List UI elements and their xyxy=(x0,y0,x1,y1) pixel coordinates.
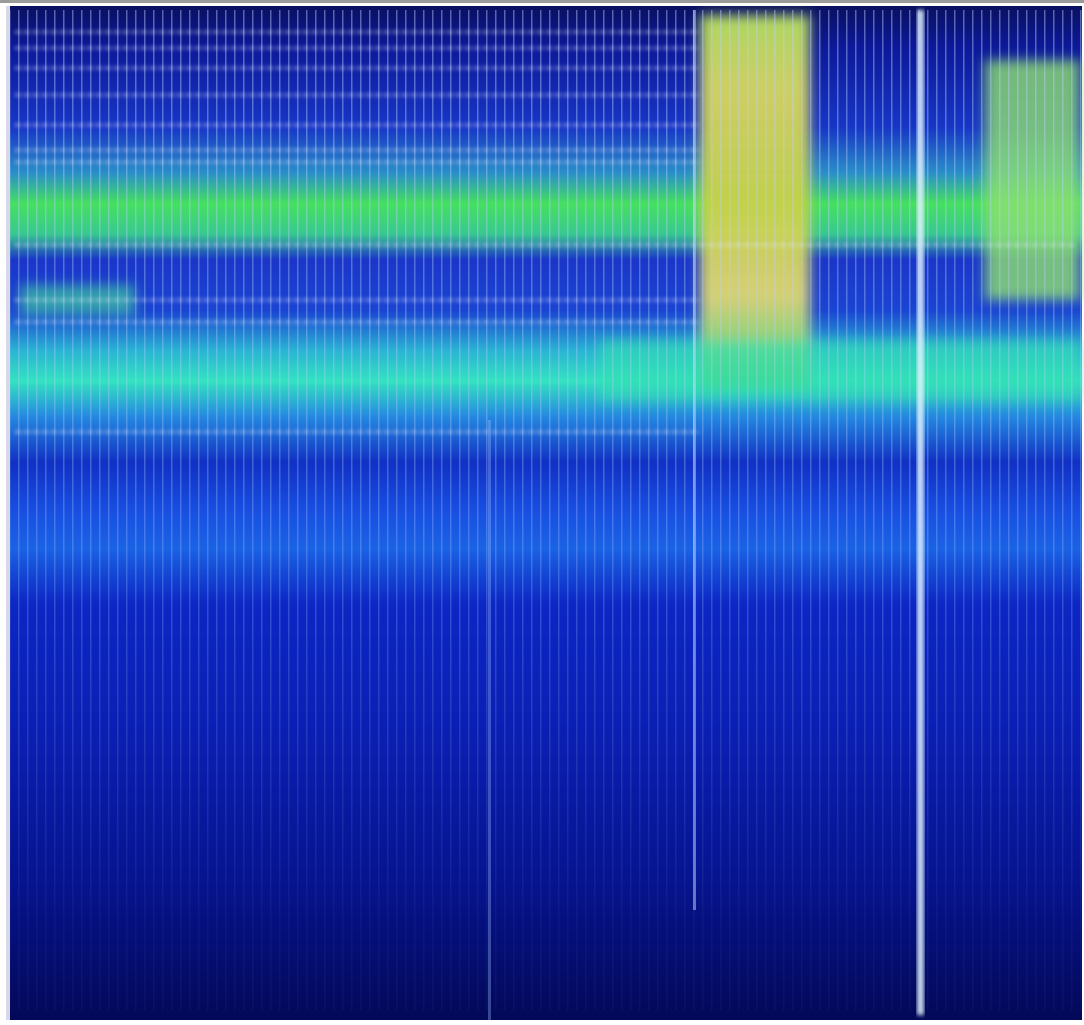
faint-vertical-line xyxy=(693,10,696,910)
left-edge xyxy=(6,6,10,1020)
top-edge xyxy=(0,0,1084,3)
horizontal-lines xyxy=(15,31,1075,433)
faint-vertical-line xyxy=(488,420,491,1020)
vertical-texture xyxy=(6,10,1082,1010)
bright-vertical-line xyxy=(917,10,924,1015)
